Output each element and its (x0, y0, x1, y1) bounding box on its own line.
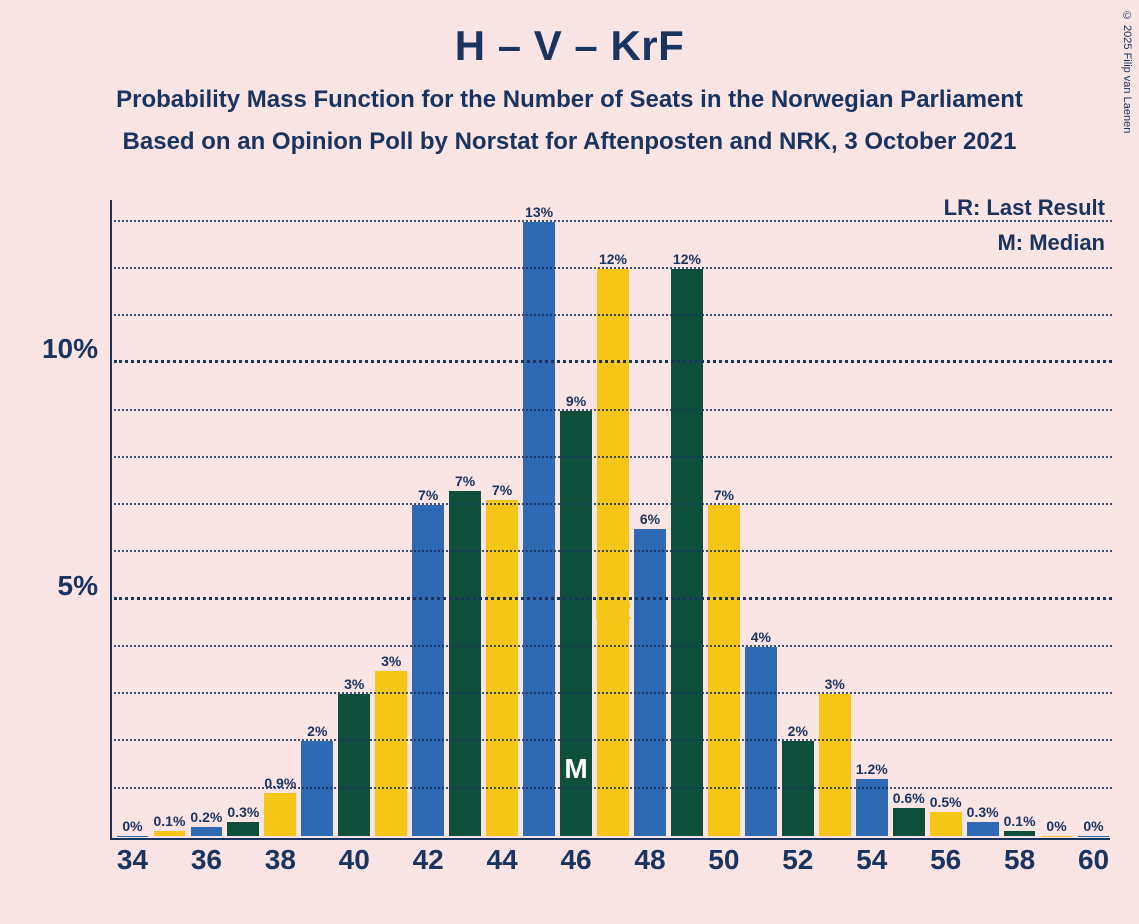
bar: 3% (375, 671, 407, 836)
bar: 0.9% (264, 793, 296, 836)
x-axis-label: 40 (339, 838, 370, 876)
gridline (114, 360, 1112, 363)
plot-area: 0%0.1%0.2%0.3%0.9%2%3%3%7%7%7%13%9%12%6%… (110, 200, 1110, 840)
x-axis-label: 42 (413, 838, 444, 876)
x-axis-label: 46 (560, 838, 591, 876)
x-axis-label: 38 (265, 838, 296, 876)
gridline (114, 550, 1112, 552)
x-axis-label: 54 (856, 838, 887, 876)
bar: 9% (560, 411, 592, 836)
copyright-text: © 2025 Filip van Laenen (1121, 10, 1133, 133)
bar: 3% (819, 694, 851, 836)
bar: 0% (1041, 836, 1073, 837)
x-axis-label: 50 (708, 838, 739, 876)
bar: 0.3% (227, 822, 259, 836)
x-axis-label: 60 (1078, 838, 1109, 876)
bar-value-label: 0.6% (893, 790, 925, 808)
chart-subtitle-2: Based on an Opinion Poll by Norstat for … (0, 128, 1139, 156)
bar: 0.6% (893, 808, 925, 836)
bar-value-label: 0% (122, 818, 142, 836)
bar-value-label: 0.3% (227, 804, 259, 822)
bar: 0.5% (930, 812, 962, 836)
chart-subtitle-1: Probability Mass Function for the Number… (0, 86, 1139, 114)
gridline (114, 597, 1112, 600)
x-axis-label: 48 (634, 838, 665, 876)
bar: 7% (449, 491, 481, 836)
bar-value-label: 0% (1083, 818, 1103, 836)
bar: 0.1% (154, 831, 186, 836)
bar: 0.1% (1004, 831, 1036, 836)
bar: 0% (1078, 836, 1110, 837)
gridline (114, 645, 1112, 647)
gridline (114, 787, 1112, 789)
gridline (114, 220, 1112, 222)
x-axis-label: 34 (117, 838, 148, 876)
x-axis-label: 52 (782, 838, 813, 876)
bar: 0.2% (191, 827, 223, 836)
gridline (114, 692, 1112, 694)
y-axis-label: 10% (42, 333, 112, 365)
bar-value-label: 7% (492, 482, 512, 500)
bar-value-label: 1.2% (856, 761, 888, 779)
bar-value-label: 0.2% (190, 809, 222, 827)
pmf-chart: 0%0.1%0.2%0.3%0.9%2%3%3%7%7%7%13%9%12%6%… (110, 200, 1110, 840)
bar-value-label: 6% (640, 511, 660, 529)
bar-value-label: 3% (381, 653, 401, 671)
bar: 0.3% (967, 822, 999, 836)
bar-value-label: 0.1% (1004, 813, 1036, 831)
gridline (114, 409, 1112, 411)
y-axis-label: 5% (58, 570, 112, 602)
x-axis-label: 36 (191, 838, 222, 876)
bar-value-label: 0% (1046, 818, 1066, 836)
x-axis-label: 44 (487, 838, 518, 876)
gridline (114, 267, 1112, 269)
bar: 3% (338, 694, 370, 836)
bar-value-label: 7% (455, 473, 475, 491)
gridline (114, 739, 1112, 741)
bar: 6% (634, 529, 666, 836)
gridline (114, 503, 1112, 505)
bar-value-label: 0.9% (264, 775, 296, 793)
gridline (114, 456, 1112, 458)
gridline (114, 314, 1112, 316)
bar-value-label: 0.5% (930, 794, 962, 812)
bar-value-label: 0.1% (153, 813, 185, 831)
x-axis-label: 56 (930, 838, 961, 876)
chart-title: H – V – KrF (0, 0, 1139, 70)
bar: 0% (117, 836, 149, 837)
bar: 4% (745, 647, 777, 836)
bar-value-label: 0.3% (967, 804, 999, 822)
x-axis-label: 58 (1004, 838, 1035, 876)
